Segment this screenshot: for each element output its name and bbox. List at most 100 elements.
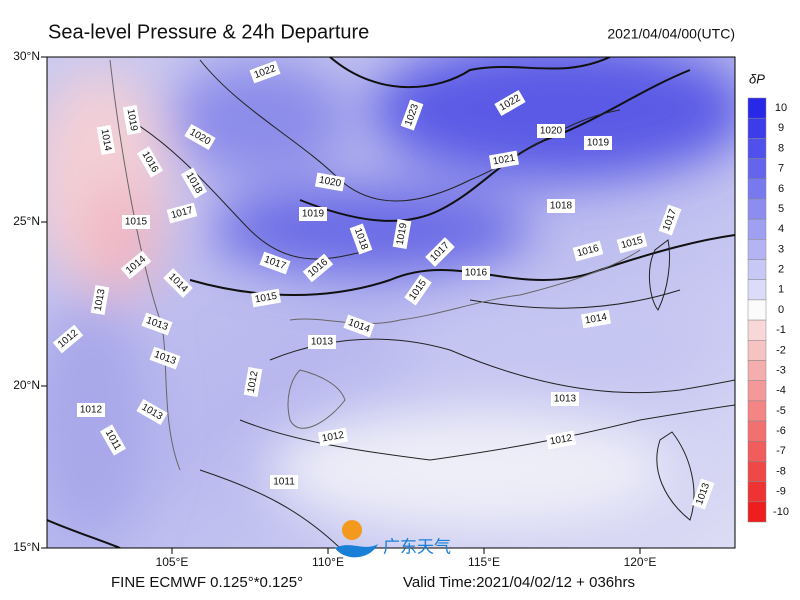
isobar-label: 1017 <box>166 202 198 224</box>
isobar-value: 1020 <box>540 126 563 137</box>
isobar-label-bg <box>691 478 715 510</box>
timestamp: 2021/04/04/00(UTC) <box>607 26 735 42</box>
isobar-label: 1013 <box>149 346 181 370</box>
isobar-value: 1019 <box>395 222 410 246</box>
colorbar-label: -3 <box>776 364 786 376</box>
isobar-label-bg <box>551 392 579 406</box>
isobar-label: 1013 <box>90 284 110 316</box>
isobar-label: 1012 <box>317 427 349 447</box>
isobar-label-bg <box>317 427 349 447</box>
isobar-value: 1013 <box>93 288 108 312</box>
isobar-label-bg <box>77 403 105 417</box>
isobar-label-bg <box>462 266 490 280</box>
colorbar-label: 10 <box>775 102 787 114</box>
isobar-value: 1012 <box>80 405 103 416</box>
colorbar-cell <box>747 319 767 341</box>
colorbar-cell <box>747 158 767 180</box>
isobar-label: 1011 <box>270 475 298 489</box>
isobar-label: 1023 <box>400 99 424 131</box>
isobar-label: 1014 <box>580 309 612 329</box>
isobar-value: 1012 <box>321 430 345 445</box>
isobar-value: 1013 <box>311 337 334 348</box>
colorbar-label: 8 <box>778 142 784 154</box>
lat-label: 20°N <box>13 378 40 392</box>
isobar-label: 1012 <box>545 430 577 450</box>
colorbar-label: -9 <box>776 486 786 498</box>
isobar-label-bg <box>580 309 612 329</box>
isobar-label: 1015 <box>122 215 150 229</box>
isobar-value: 1018 <box>550 201 573 212</box>
isobar-label-bg <box>545 430 577 450</box>
isobar-label: 1020 <box>537 124 565 138</box>
isobar-label-bg <box>163 268 193 298</box>
isobar-label: 1014 <box>96 124 116 156</box>
colorbar-cell <box>747 360 767 381</box>
lon-label: 105°E <box>156 555 189 569</box>
colorbar-cell <box>747 501 767 523</box>
isobar-label: 1018 <box>547 199 575 213</box>
colorbar-cell <box>747 400 767 422</box>
isobar-value: 1019 <box>125 108 140 132</box>
colorbar-cell <box>747 239 767 260</box>
isobar-label-bg <box>259 251 291 275</box>
isobar-label-bg <box>494 89 526 117</box>
isobar-value: 1019 <box>302 209 325 220</box>
isobar-label: 1019 <box>584 136 612 150</box>
isobar-label-bg <box>488 150 520 170</box>
isobar-label-bg <box>136 146 164 178</box>
isobar-label-bg <box>343 314 375 338</box>
colorbar-cell <box>747 117 767 139</box>
isobar-label-bg <box>184 123 216 151</box>
isobar-label-bg <box>392 218 412 250</box>
colorbar-cell <box>747 138 767 159</box>
isobar-label: 1013 <box>691 478 715 510</box>
isobar-label: 1015 <box>250 288 282 308</box>
colorbar-label: 2 <box>778 264 784 276</box>
isobar-label: 1019 <box>392 218 412 250</box>
isobar-label: 1020 <box>314 172 346 192</box>
isobar-value: 1021 <box>492 153 516 168</box>
isobar-value: 1015 <box>125 217 148 228</box>
colorbar-label: 3 <box>778 243 784 255</box>
isobar-label: 1013 <box>308 335 336 349</box>
lon-label: 115°E <box>468 555 500 569</box>
isobar-label-bg <box>166 202 198 224</box>
isobar-label-bg <box>99 424 127 456</box>
colorbar-label: 9 <box>778 122 784 134</box>
isobar-label: 1013 <box>551 392 579 406</box>
lon-label: 120°E <box>624 555 657 569</box>
colorbar-cell <box>747 461 767 482</box>
isobar-label: 1017 <box>259 251 291 275</box>
colorbar-label: -1 <box>776 324 786 336</box>
colorbar-cell <box>747 97 767 119</box>
isobar-label-bg <box>249 60 281 84</box>
isobar-label-bg <box>243 366 263 398</box>
colorbar-title: δP <box>749 71 765 86</box>
colorbar-cell <box>747 178 767 200</box>
isobar-label-bg <box>250 288 282 308</box>
isobar-label-bg <box>425 237 455 267</box>
colorbar-label: -8 <box>776 465 786 477</box>
isobar-label-bg <box>658 204 682 236</box>
isobar-label-bg <box>96 124 116 156</box>
isobar-label-bg <box>149 346 181 370</box>
isobar-label-bg <box>270 475 298 489</box>
valid-time: Valid Time:2021/04/02/12 + 036hrs <box>403 574 635 591</box>
isobar-label-bg <box>122 215 150 229</box>
isobar-label-bg <box>404 274 432 306</box>
isobar-label-bg <box>314 172 346 192</box>
colorbar-cell <box>747 440 767 462</box>
colorbar-label: -2 <box>776 344 786 356</box>
isobar-label-bg <box>584 136 612 150</box>
lat-label: 25°N <box>13 214 40 228</box>
lat-label: 15°N <box>13 540 40 554</box>
isobar-label-bg <box>302 253 334 283</box>
colorbar-label: -6 <box>776 425 786 437</box>
colorbar-label: 4 <box>778 223 784 235</box>
colorbar-cell <box>747 299 767 321</box>
isobar-label-bg <box>308 335 336 349</box>
lat-label: 30°N <box>13 49 40 63</box>
isobar-label: 1014 <box>343 314 375 338</box>
